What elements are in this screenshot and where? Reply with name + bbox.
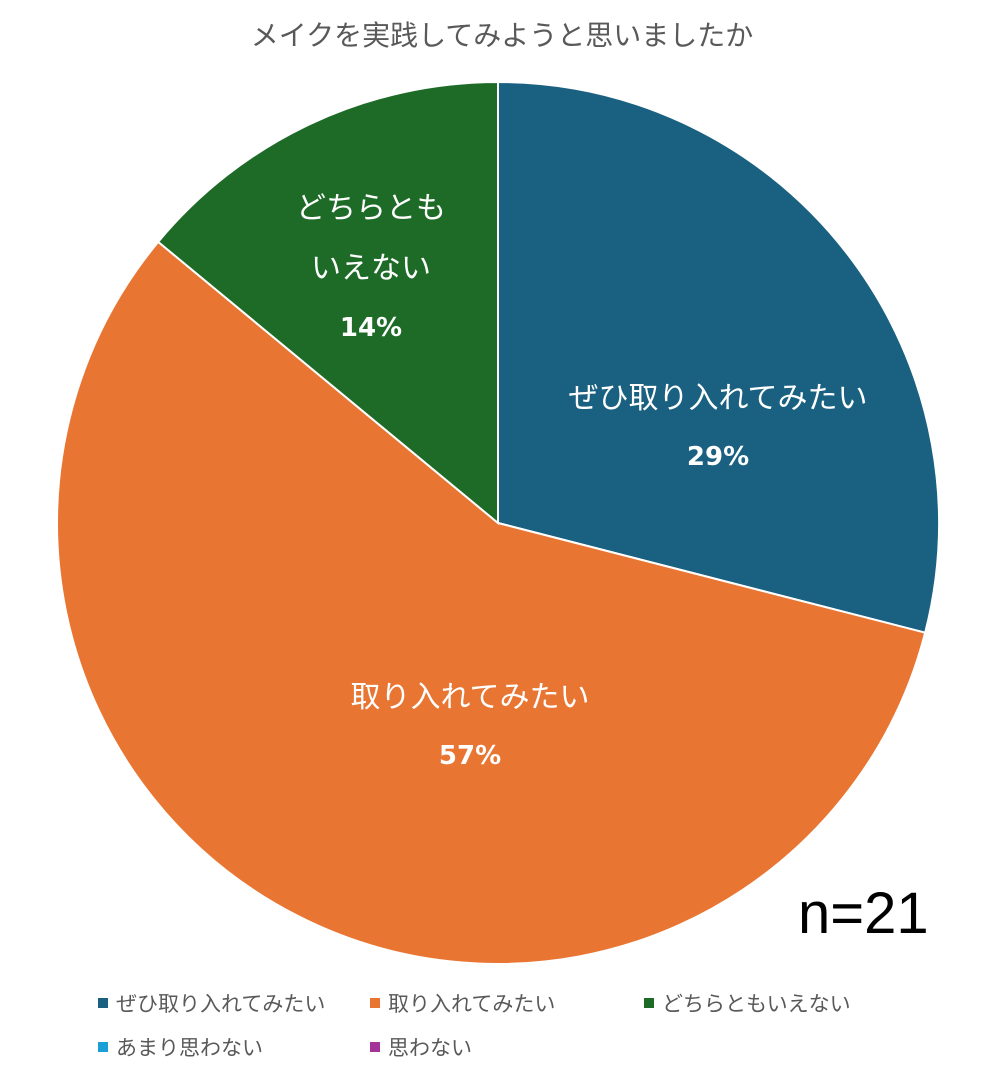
chart-title: メイクを実践してみようと思いましたか bbox=[250, 19, 754, 52]
legend-item-4: 思わない bbox=[370, 1032, 472, 1062]
data-label-value: 14% bbox=[339, 313, 403, 343]
pie-slice-0 bbox=[497, 80, 940, 634]
legend-swatch bbox=[644, 998, 654, 1008]
data-label-category: 取り入れてみたい bbox=[350, 680, 590, 715]
pie-chart bbox=[56, 80, 940, 965]
data-label-value: 57% bbox=[438, 741, 502, 771]
data-label-0: ぜひ取り入れてみたい 29% bbox=[568, 370, 867, 486]
data-label-1: 取り入れてみたい 57% bbox=[350, 669, 589, 785]
pie-slice-1 bbox=[56, 240, 927, 965]
pie-slice-2 bbox=[156, 80, 499, 526]
legend-item-3: あまり思わない bbox=[98, 1032, 263, 1062]
legend-item-2: どちらともいえない bbox=[644, 988, 851, 1018]
legend-label: 取り入れてみたい bbox=[388, 992, 556, 1016]
sample-size-annotation: n=21 bbox=[798, 881, 929, 946]
data-label-value: 29% bbox=[686, 442, 750, 472]
legend-swatch bbox=[370, 998, 380, 1008]
legend-swatch bbox=[98, 1042, 108, 1052]
legend-label: あまり思わない bbox=[116, 1036, 263, 1060]
legend-swatch bbox=[370, 1042, 380, 1052]
legend-label: どちらともいえない bbox=[662, 992, 851, 1016]
legend-item-1: 取り入れてみたい bbox=[370, 988, 555, 1018]
data-label-2: どちらともいえない 14% bbox=[291, 179, 451, 357]
data-label-category: ぜひ取り入れてみたい bbox=[568, 381, 868, 416]
legend-label: 思わない bbox=[388, 1036, 472, 1060]
legend-swatch bbox=[98, 998, 108, 1008]
legend-item-0: ぜひ取り入れてみたい bbox=[98, 988, 325, 1018]
data-label-category: どちらともいえない bbox=[296, 191, 446, 286]
legend-label: ぜひ取り入れてみたい bbox=[116, 992, 326, 1016]
